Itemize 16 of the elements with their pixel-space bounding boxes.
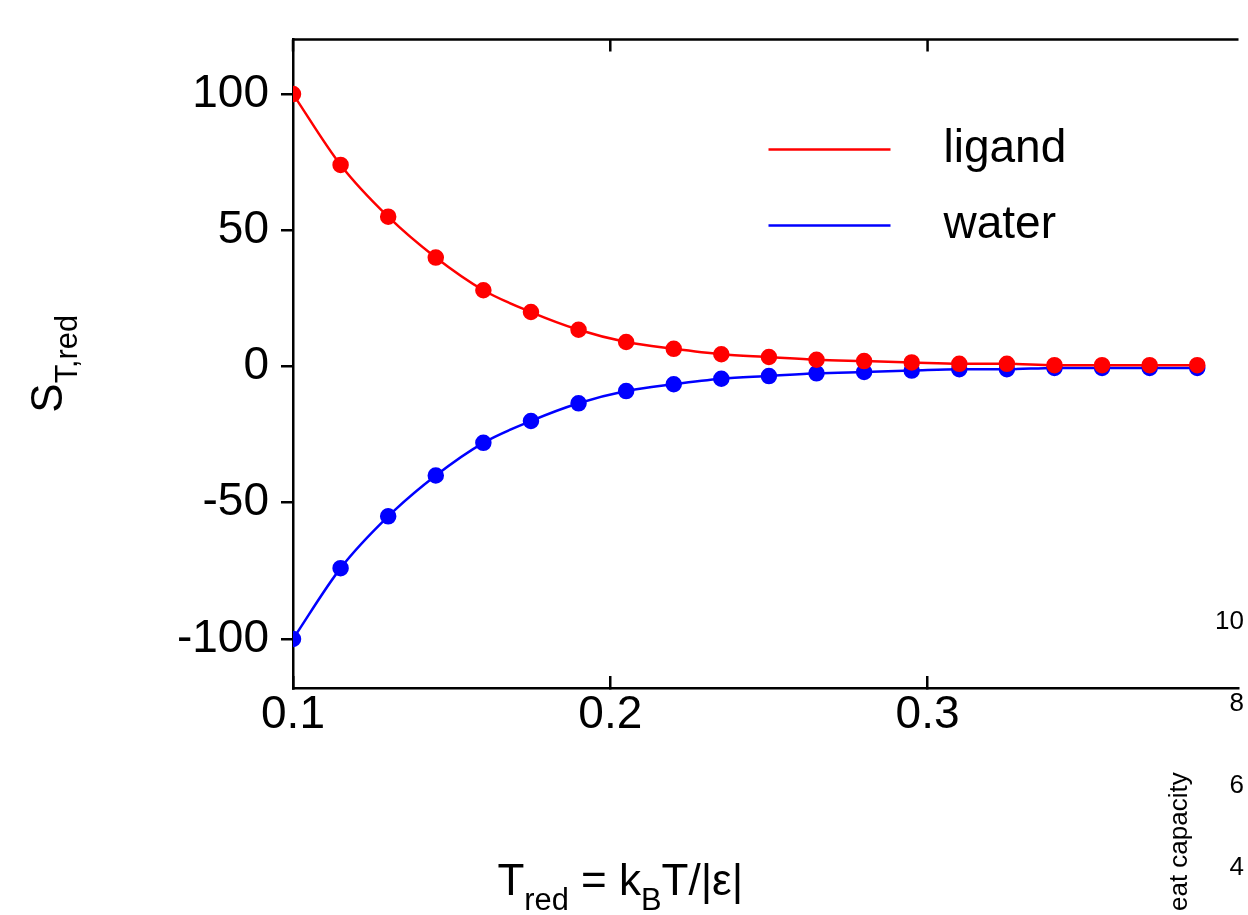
x-tick-label: 0.2 bbox=[578, 686, 643, 739]
text: 6 bbox=[1229, 769, 1244, 800]
text: eat capacity bbox=[1163, 772, 1194, 911]
text: 4 bbox=[1229, 851, 1244, 882]
y-tick-label: 50 bbox=[217, 200, 269, 253]
annotation: 8 bbox=[1229, 687, 1244, 718]
annotation: 10 bbox=[1215, 605, 1244, 636]
y-tick-label: 0 bbox=[243, 337, 269, 390]
y-tick-label: 100 bbox=[192, 64, 269, 117]
legend-label: ligand bbox=[943, 120, 1067, 173]
y-axis-title: ST,red bbox=[22, 314, 85, 413]
legend-label: water bbox=[942, 196, 1056, 249]
x-tick-label: 0.1 bbox=[261, 686, 325, 739]
y-tick-label: -50 bbox=[202, 473, 269, 526]
x-tick-label: 0.3 bbox=[895, 686, 960, 739]
y-tick-label: -100 bbox=[176, 609, 269, 662]
